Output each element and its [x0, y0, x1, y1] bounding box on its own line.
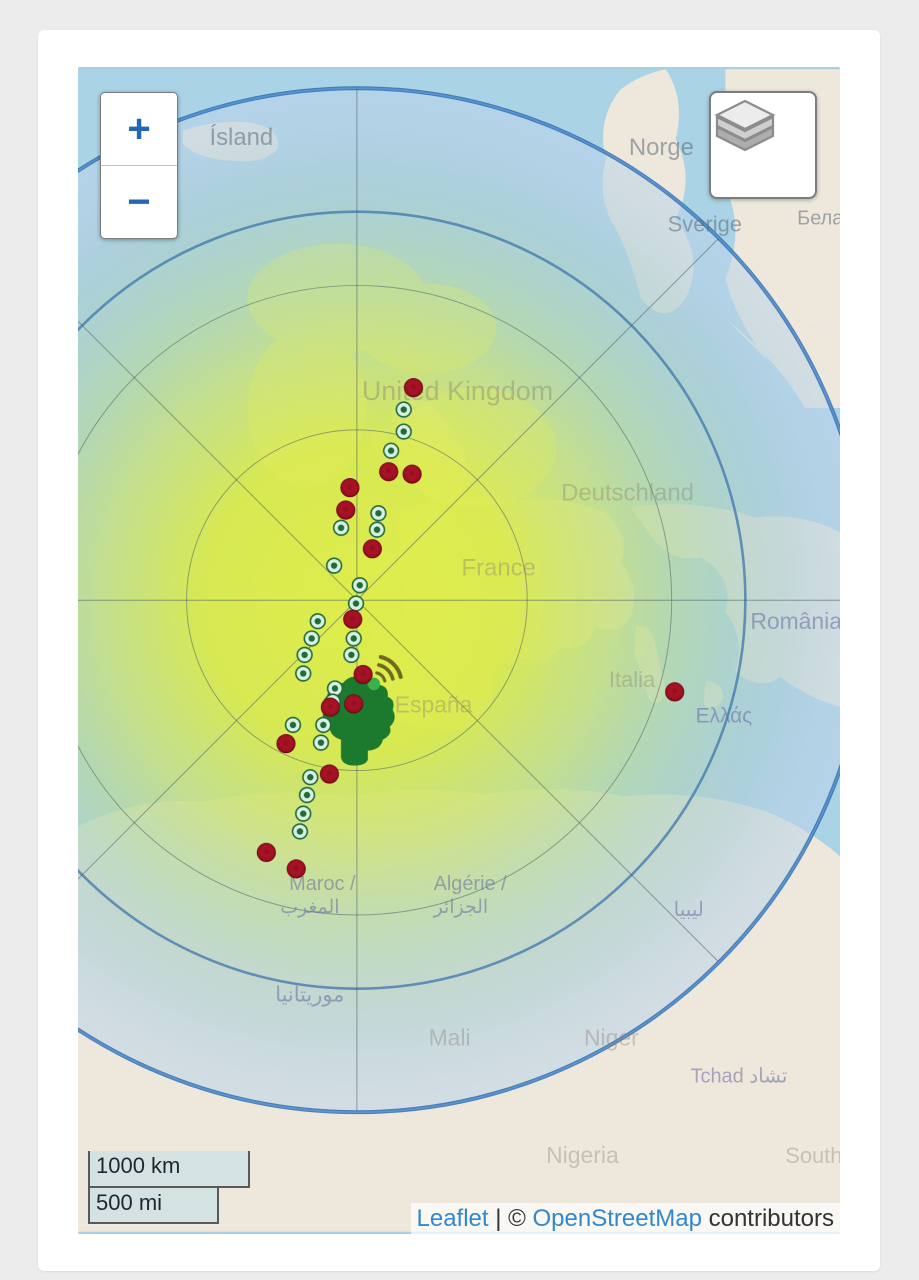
svg-text:ليبيا: ليبيا	[674, 899, 704, 921]
svg-text:United Kingdom: United Kingdom	[362, 376, 553, 406]
svg-text:Algérie /: Algérie /	[434, 873, 507, 895]
svg-text:Tchad تشاد: Tchad تشاد	[691, 1065, 788, 1087]
svg-text:España: España	[395, 692, 473, 718]
svg-text:France: France	[461, 554, 535, 581]
svg-text:موريتانيا: موريتانيا	[275, 984, 344, 1008]
svg-text:Ísland: Ísland	[209, 124, 273, 151]
svg-text:Ελλάς: Ελλάς	[696, 705, 753, 728]
svg-text:الجزائر: الجزائر	[433, 897, 489, 918]
svg-text:Mali: Mali	[429, 1024, 471, 1050]
svg-text:Niger: Niger	[584, 1024, 639, 1050]
svg-text:Nigeria: Nigeria	[546, 1142, 619, 1168]
svg-text:Deutschland: Deutschland	[561, 480, 694, 507]
svg-text:South: South	[785, 1143, 840, 1168]
svg-text:Norge: Norge	[629, 134, 694, 161]
svg-text:Italia: Italia	[609, 667, 656, 692]
svg-text:Беларус: Беларус	[797, 208, 840, 230]
svg-text:Sverige: Sverige	[668, 212, 742, 237]
svg-text:România: România	[750, 608, 840, 634]
svg-text:المغرب: المغرب	[280, 897, 339, 918]
